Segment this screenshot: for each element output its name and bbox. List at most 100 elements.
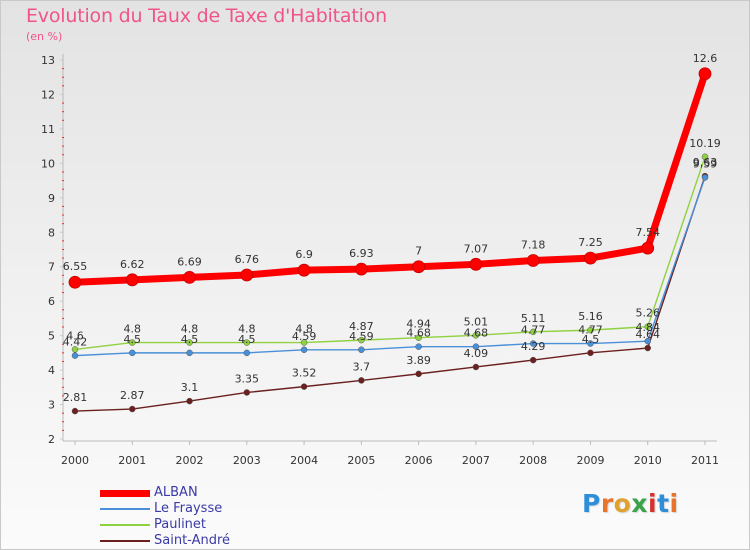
data-point	[300, 339, 308, 346]
data-label: 3.52	[292, 367, 317, 380]
data-point	[415, 343, 422, 350]
data-point	[644, 337, 651, 345]
data-label: 6.55	[63, 260, 88, 273]
data-point	[644, 344, 651, 352]
data-point	[587, 349, 594, 357]
data-label: 4.94	[406, 318, 431, 331]
data-point	[297, 263, 311, 277]
data-label: 12.6	[693, 52, 718, 65]
logo-letter: t	[657, 489, 670, 518]
data-point	[186, 339, 193, 346]
y-tick-label: 13	[41, 54, 55, 67]
data-point	[358, 336, 365, 344]
data-point	[71, 352, 79, 359]
data-point	[412, 260, 426, 274]
data-point	[71, 346, 79, 353]
x-tick-label: 2008	[519, 454, 547, 467]
series-line-saint-andr-	[74, 175, 706, 412]
proxiti-logo: Proxiti	[582, 489, 679, 518]
data-label: 4.8	[124, 323, 142, 336]
x-tick-label: 2007	[462, 454, 490, 467]
data-label: 6.9	[295, 248, 313, 261]
series-line-paulinet	[74, 156, 706, 351]
data-label: 7.18	[521, 239, 546, 252]
data-point	[71, 407, 79, 415]
data-point	[472, 343, 480, 350]
chart-unit-label: (en %)	[26, 30, 63, 43]
data-point	[472, 363, 480, 371]
data-point	[243, 389, 251, 396]
data-point	[472, 332, 480, 339]
x-tick-label: 2009	[576, 454, 604, 467]
data-label: 3.35	[235, 372, 260, 385]
data-label: 5.26	[635, 307, 660, 320]
legend-label: Saint-André	[154, 533, 231, 548]
data-point	[300, 346, 308, 354]
y-tick-label: 2	[48, 433, 55, 446]
data-label: 4.09	[464, 347, 489, 360]
x-tick-label: 2002	[176, 454, 204, 467]
data-label: 4.42	[63, 336, 88, 349]
y-tick-label: 8	[48, 226, 55, 239]
data-point	[587, 326, 594, 334]
y-tick-label: 4	[48, 364, 55, 377]
data-point	[129, 339, 136, 346]
series-line-le-fraysse	[74, 176, 706, 357]
x-tick-label: 2003	[233, 454, 261, 467]
data-point	[698, 67, 712, 81]
x-tick-label: 2001	[118, 454, 146, 467]
data-point	[701, 174, 709, 181]
data-label: 4.59	[349, 330, 374, 343]
data-point	[529, 328, 537, 336]
data-label: 4.77	[521, 324, 546, 337]
data-point	[587, 340, 594, 347]
legend-label: Paulinet	[154, 517, 207, 532]
data-label: 2.87	[120, 389, 145, 402]
data-point	[129, 405, 136, 413]
data-point	[129, 349, 136, 357]
y-tick-label: 11	[41, 123, 55, 136]
legend-swatch	[100, 540, 150, 542]
data-point	[529, 356, 537, 364]
legend-item: Le Fraysse	[100, 501, 300, 517]
legend-swatch	[100, 524, 150, 526]
data-label: 6.62	[120, 258, 145, 271]
data-label: 3.89	[406, 354, 431, 367]
data-label: 4.5	[238, 333, 256, 346]
data-point	[526, 254, 540, 267]
data-point	[358, 377, 365, 384]
data-label: 7.54	[635, 226, 660, 239]
legend-swatch	[100, 508, 150, 510]
data-point	[243, 339, 251, 346]
data-label: 4.5	[124, 333, 142, 346]
data-label: 4.87	[349, 320, 374, 333]
x-tick-label: 2004	[290, 454, 318, 467]
y-tick-label: 7	[48, 261, 55, 274]
x-tick-label: 2005	[347, 454, 375, 467]
data-label: 4.68	[406, 327, 431, 340]
data-point	[415, 370, 422, 378]
data-point	[183, 271, 196, 284]
x-tick-label: 2006	[405, 454, 433, 467]
data-label: 6.93	[349, 247, 374, 260]
y-tick-label: 9	[48, 192, 55, 205]
data-label: 4.64	[635, 328, 660, 341]
logo-letter: i	[669, 489, 679, 518]
data-label: 7	[415, 245, 422, 258]
x-tick-label: 2000	[61, 454, 89, 467]
data-label: 3.1	[181, 381, 199, 394]
data-label: 9.59	[693, 157, 718, 170]
data-label: 4.77	[578, 324, 603, 337]
data-label: 4.59	[292, 330, 317, 343]
data-label: 4.8	[295, 323, 313, 336]
data-point	[415, 334, 422, 341]
data-label: 6.69	[177, 255, 202, 268]
legend-item: Paulinet	[100, 517, 300, 533]
x-tick-label: 2010	[634, 454, 662, 467]
logo-letter: P	[582, 489, 601, 518]
data-label: 7.07	[464, 242, 489, 255]
data-point	[243, 349, 251, 357]
data-label: 7.25	[578, 236, 603, 249]
